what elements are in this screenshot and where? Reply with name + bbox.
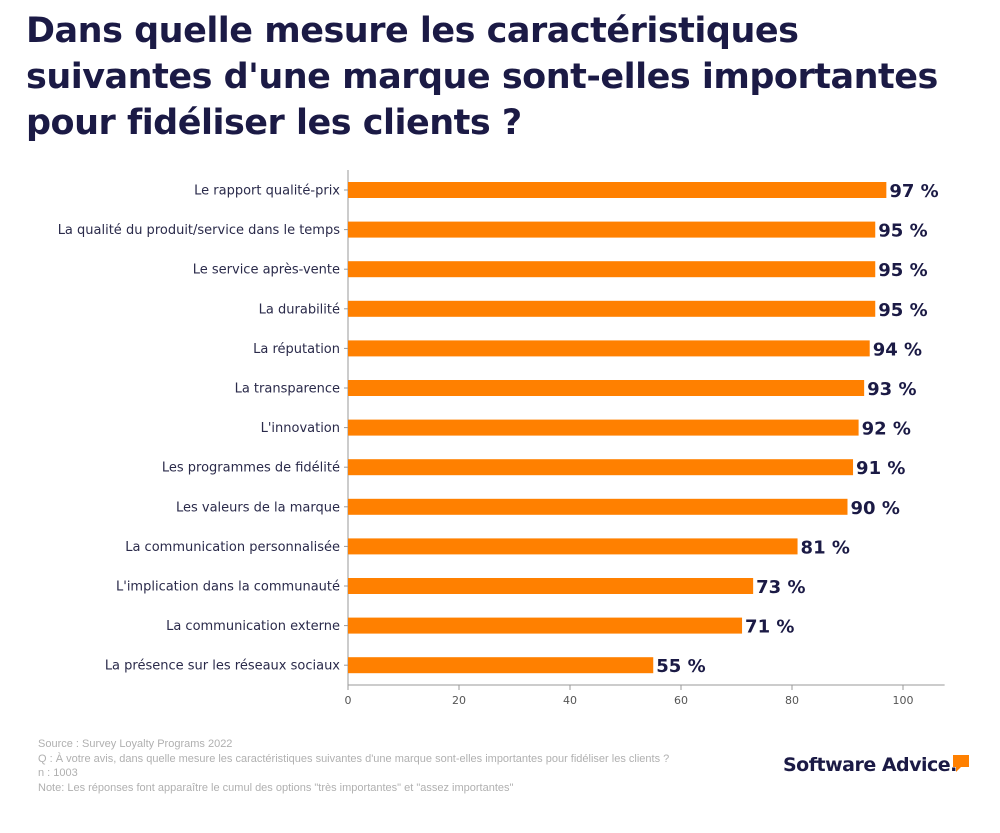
category-label: La transparence: [235, 382, 340, 397]
x-tick-label: 60: [674, 694, 688, 707]
category-label: Le rapport qualité-prix: [194, 184, 340, 199]
data-label: 55 %: [656, 656, 705, 677]
category-label: La communication personnalisée: [125, 540, 340, 555]
bar: [348, 340, 870, 357]
bar: [348, 617, 743, 634]
sample-size: n : 1003: [38, 767, 78, 779]
x-tick-label: 100: [893, 694, 914, 707]
bar: [348, 300, 876, 317]
data-label: 95 %: [878, 260, 927, 281]
data-label: 95 %: [878, 300, 927, 321]
data-label: 93 %: [867, 379, 916, 400]
data-label: 90 %: [851, 498, 900, 519]
bar: [348, 221, 876, 238]
data-label: 97 %: [889, 181, 938, 202]
data-label: 91 %: [856, 458, 905, 479]
bar: [348, 657, 654, 674]
data-label: 81 %: [801, 537, 850, 558]
bar: [348, 459, 854, 476]
data-label: 94 %: [873, 339, 922, 360]
data-label: 92 %: [862, 419, 911, 440]
data-label: 71 %: [745, 617, 794, 638]
x-tick-label: 20: [452, 694, 466, 707]
source-note: Source : Survey Loyalty Programs 2022: [38, 738, 233, 750]
bar: [348, 182, 887, 198]
bar: [348, 578, 754, 594]
software-advice-logo: Software Advice.: [783, 754, 957, 776]
category-label: Les programmes de fidélité: [162, 461, 340, 476]
chart-title: Dans quelle mesure les caractéristiques …: [26, 11, 938, 143]
bar: [348, 498, 848, 515]
category-label: La qualité du produit/service dans le te…: [58, 223, 341, 238]
category-label: La présence sur les réseaux sociaux: [105, 659, 340, 674]
category-label: Les valeurs de la marque: [176, 500, 340, 515]
speech-bubble-icon: [953, 755, 969, 772]
bar: [348, 261, 876, 278]
footer: Source : Survey Loyalty Programs 2022 Q …: [38, 737, 669, 795]
category-label: Le service après-vente: [193, 263, 340, 278]
category-label: La communication externe: [166, 619, 340, 634]
bar: [348, 380, 865, 396]
category-label: La réputation: [253, 342, 340, 357]
bar: [348, 538, 798, 555]
category-label: L'implication dans la communauté: [116, 580, 340, 595]
x-tick-label: 0: [345, 694, 352, 707]
category-label: L'innovation: [261, 421, 340, 436]
x-tick-label: 40: [563, 694, 577, 707]
x-tick-label: 80: [785, 694, 799, 707]
question-note: Q : À votre avis, dans quelle mesure les…: [38, 752, 670, 765]
data-label: 95 %: [878, 221, 927, 242]
bar: [348, 419, 859, 436]
bar-chart: 0 20 40 60 80 100 Le rapport qualité-prix 97 % L…: [58, 170, 945, 707]
data-label: 73 %: [756, 577, 805, 598]
category-label: La durabilité: [259, 302, 340, 317]
note: Note: Les réponses font apparaître le cu…: [38, 781, 514, 794]
